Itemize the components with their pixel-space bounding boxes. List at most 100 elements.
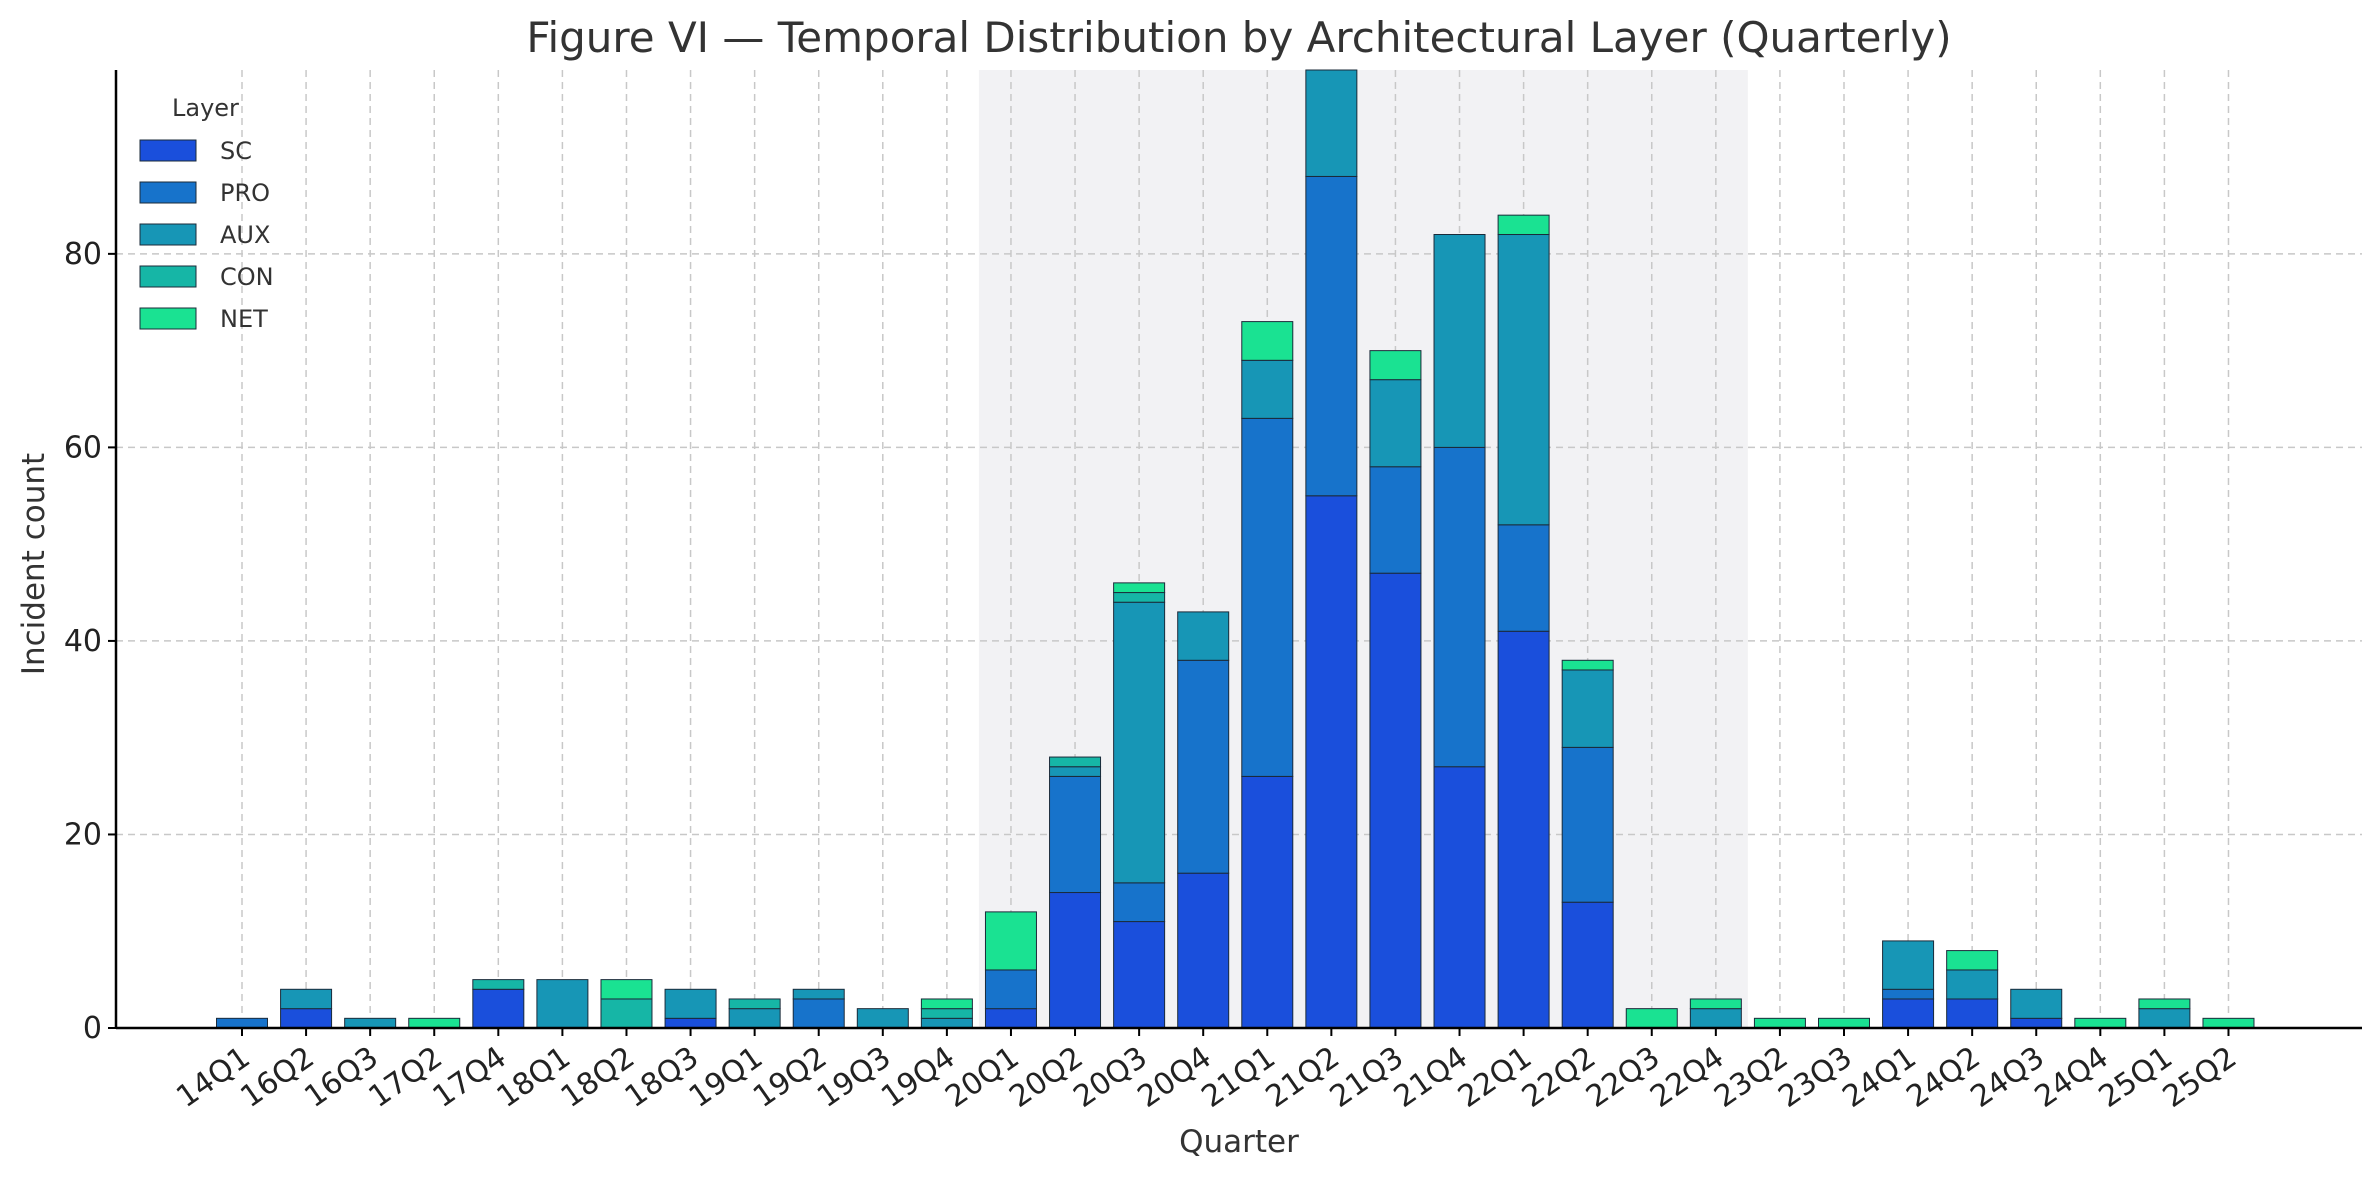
x-tick-label: 19Q2 (747, 1040, 833, 1115)
bar-segment-aux (1689, 1008, 1742, 1029)
x-tick-label: 22Q3 (1580, 1040, 1666, 1115)
bar-segment-sc (1305, 495, 1358, 1029)
x-tick-label: 22Q2 (1516, 1040, 1602, 1115)
bar-segment-pro (1561, 746, 1614, 903)
bar-segment-net (600, 979, 653, 1000)
x-tick-label: 24Q1 (1836, 1040, 1922, 1115)
x-tick-label: 23Q3 (1772, 1040, 1858, 1115)
x-tick-label: 19Q1 (683, 1040, 769, 1115)
bar-segment-net (1241, 321, 1294, 361)
x-tick-label: 24Q4 (2029, 1040, 2115, 1115)
chart-title: Figure VI — Temporal Distribution by Arc… (526, 13, 1951, 62)
bar-segment-aux (1113, 601, 1166, 884)
legend: Layer SC PRO AUX CON NET (139, 94, 274, 333)
bar-segment-pro (1049, 775, 1102, 894)
x-tick-label: 18Q1 (491, 1040, 577, 1115)
bar-segment-net (408, 1017, 461, 1029)
y-tick-label: 60 (64, 430, 102, 465)
x-tick-label: 25Q1 (2093, 1040, 2179, 1115)
bar-segment-net (2202, 1017, 2255, 1029)
x-tick-label: 25Q2 (2157, 1040, 2243, 1115)
highlight-band (978, 70, 1748, 1028)
x-tick-labels: 14Q116Q216Q317Q217Q418Q118Q218Q319Q119Q2… (170, 1028, 2243, 1115)
bar-segment-con (600, 998, 653, 1029)
x-tick-label: 18Q2 (555, 1040, 641, 1115)
bar-segment-aux (280, 988, 333, 1010)
legend-swatch-pro (139, 181, 197, 204)
bar-segment-sc (1497, 630, 1550, 1029)
x-tick-label: 24Q3 (1965, 1040, 2051, 1115)
bar-segment-pro (1113, 882, 1166, 923)
bar-segment-aux (1177, 611, 1230, 661)
bar-segment-net (1497, 214, 1550, 236)
bar-segment-aux (856, 1008, 909, 1029)
bar-segment-net (1753, 1017, 1806, 1029)
bar-segment-sc (1369, 572, 1422, 1029)
y-tick-labels: 0 20 40 60 80 (64, 237, 116, 1046)
bar-segment-net (1561, 659, 1614, 671)
y-tick-label: 80 (64, 237, 102, 272)
bar-segment-aux (664, 988, 717, 1019)
y-tick-label: 0 (83, 1011, 102, 1046)
bar-segment-net (1818, 1017, 1870, 1029)
bar-segment-net (1369, 350, 1422, 381)
legend-label-sc: SC (220, 137, 252, 165)
bar-segment-sc (1241, 775, 1294, 1029)
bar-segment-pro (984, 969, 1037, 1010)
bar-segment-pro (1882, 988, 1935, 1000)
legend-swatch-aux (139, 223, 197, 246)
x-tick-label: 20Q1 (939, 1040, 1025, 1115)
bar-segment-net (1625, 1008, 1678, 1029)
x-tick-label: 17Q2 (363, 1040, 449, 1115)
bar-segment-pro (216, 1017, 268, 1029)
bar-segment-sc (1946, 998, 1999, 1029)
bar-segment-net (1946, 950, 1999, 971)
x-tick-label: 24Q2 (1900, 1040, 1986, 1115)
x-tick-label: 21Q3 (1324, 1040, 1410, 1115)
x-tick-label: 19Q3 (811, 1040, 897, 1115)
bar-segment-aux (920, 1017, 973, 1029)
legend-swatch-sc (139, 139, 197, 162)
bar-segment-sc (472, 988, 525, 1029)
bar-segment-net (920, 998, 973, 1010)
legend-label-aux: AUX (220, 221, 270, 249)
bar-segment-aux (1497, 234, 1550, 526)
y-tick-label: 20 (64, 817, 102, 852)
bar-segment-aux (2010, 988, 2063, 1019)
bar-segment-net (2138, 998, 2191, 1010)
bar-segment-aux (2138, 1008, 2191, 1029)
x-tick-label: 22Q4 (1644, 1040, 1730, 1115)
x-tick-label: 23Q2 (1708, 1040, 1794, 1115)
bar-segment-pro (1369, 466, 1422, 574)
x-tick-label: 20Q3 (1067, 1040, 1153, 1115)
bar-segment-con (1113, 592, 1166, 603)
bar-segment-sc (664, 1017, 717, 1029)
x-tick-label: 21Q2 (1260, 1040, 1346, 1115)
bar-segment-sc (1882, 998, 1935, 1029)
x-tick-label: 16Q3 (298, 1040, 384, 1115)
bar-segment-net (984, 911, 1037, 971)
bar-segment-pro (792, 998, 845, 1029)
bar-segment-net (1113, 582, 1166, 594)
bar-segment-con (920, 1008, 973, 1019)
bar-segment-aux (1946, 969, 1999, 1000)
bar-segment-con (1049, 756, 1102, 768)
bar-segment-aux (1369, 379, 1422, 468)
bar-segment-pro (1305, 175, 1358, 497)
bar-segment-aux (1049, 766, 1102, 777)
bar-segment-sc (1113, 921, 1166, 1029)
bar-segment-aux (728, 1008, 781, 1029)
bar-segment-pro (1497, 524, 1550, 632)
bar-segment-net (2074, 1017, 2127, 1029)
x-tick-label: 20Q2 (1003, 1040, 1089, 1115)
legend-title: Layer (172, 94, 239, 122)
y-axis-label: Incident count (16, 453, 52, 675)
bar-segment-aux (1241, 359, 1294, 419)
bar-segment-sc (1049, 892, 1102, 1029)
bar-segment-pro (1177, 659, 1230, 874)
x-tick-label: 21Q4 (1388, 1040, 1474, 1115)
bar-segment-pro (1241, 417, 1294, 777)
bar-segment-sc (1561, 901, 1614, 1029)
bars (216, 69, 2255, 1029)
